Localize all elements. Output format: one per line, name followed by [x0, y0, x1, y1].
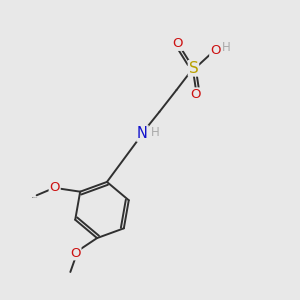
Text: O: O: [190, 88, 201, 101]
Text: O: O: [50, 181, 60, 194]
Text: N: N: [137, 126, 148, 141]
Text: methoxy: methoxy: [32, 196, 38, 198]
Text: H: H: [151, 126, 160, 140]
Text: H: H: [222, 41, 231, 54]
Text: S: S: [189, 61, 198, 76]
Text: O: O: [210, 44, 220, 57]
Text: O: O: [70, 247, 81, 260]
Text: O: O: [172, 37, 183, 50]
